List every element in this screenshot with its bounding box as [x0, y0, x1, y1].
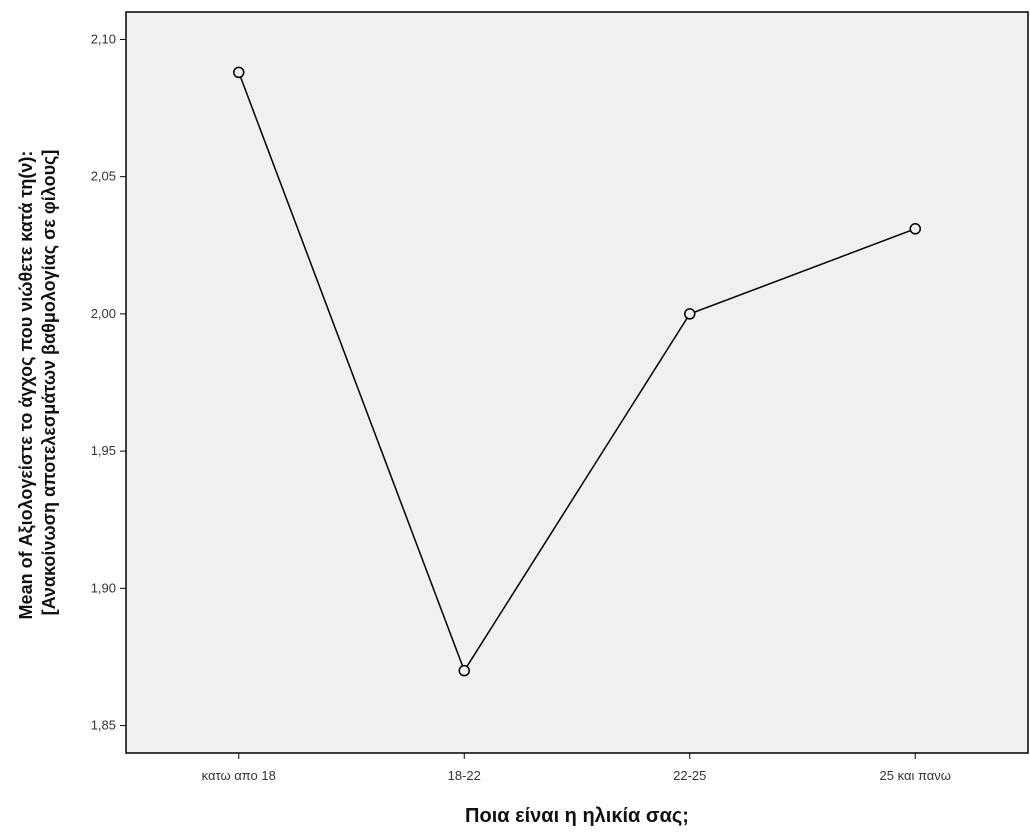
data-point	[458, 664, 470, 677]
y-tick-label: 1,95	[91, 443, 116, 458]
x-tick-label: 22-25	[673, 768, 706, 783]
y-axis-title: Mean of Αξιολογείστε το άγχος που νιώθετ…	[16, 146, 59, 620]
x-tick-label: 18-22	[448, 768, 481, 783]
y-tick-label: 2,05	[91, 169, 116, 184]
y-tick-label: 2,00	[91, 306, 116, 321]
series-line	[238, 72, 916, 673]
y-tick-label: 1,85	[91, 718, 116, 733]
data-point	[233, 66, 245, 79]
x-tick-label: κατω απο 18	[202, 768, 276, 783]
data-point	[684, 308, 696, 320]
y-axis-title-line-2: [Ανακοίνωση αποτελεσμάτων βαθμολογίας σε…	[39, 150, 59, 616]
x-axis-title: Ποια είναι η ηλικία σας;	[465, 805, 689, 827]
y-axis: 1,85 1,90 1,95 2,00 2,05 2,10	[91, 31, 126, 733]
data-point	[909, 223, 921, 235]
x-axis: κατω απο 18 18-22 22-25 25 και πανω	[202, 753, 951, 783]
y-tick-label: 1,90	[91, 580, 116, 595]
series-markers	[233, 66, 921, 677]
plot-area	[125, 11, 1029, 754]
y-axis-title-line-1: Mean of Αξιολογείστε το άγχος που νιώθετ…	[16, 151, 37, 620]
y-tick-label: 2,10	[91, 31, 116, 46]
x-tick-label: 25 και πανω	[880, 768, 951, 783]
